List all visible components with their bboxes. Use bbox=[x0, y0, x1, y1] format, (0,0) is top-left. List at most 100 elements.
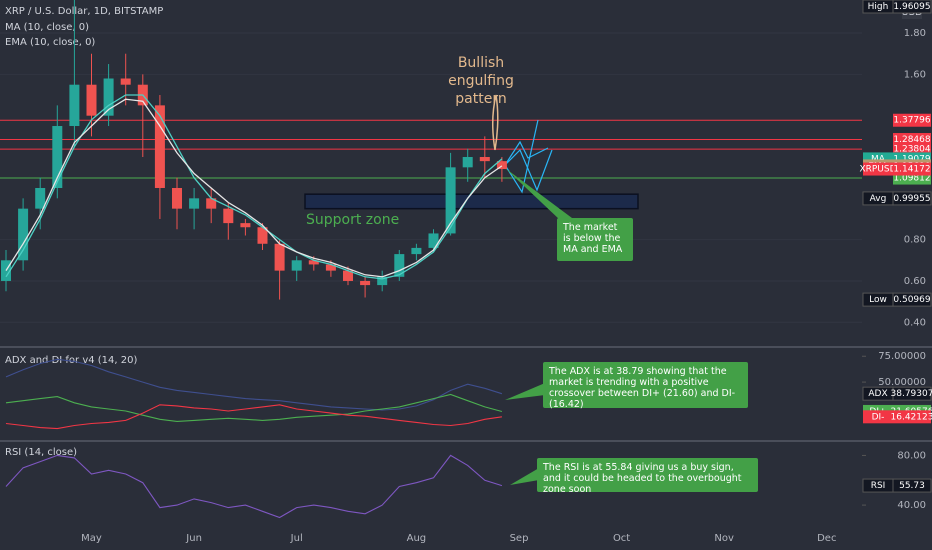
tag-value: 1.19079 bbox=[893, 154, 930, 164]
tag-value: 16.42123 bbox=[891, 412, 932, 422]
tag-value: 1.14172 bbox=[893, 165, 930, 175]
tag-name: DI- bbox=[872, 412, 885, 422]
annotation: Bullish engulfing pattern bbox=[448, 55, 514, 107]
series-line bbox=[5, 404, 502, 430]
pattern-marker bbox=[492, 94, 499, 151]
callout: The ADX is at 38.79 showing that the mar… bbox=[543, 362, 748, 410]
y-tick-label: 1.80 bbox=[904, 28, 926, 39]
series-line bbox=[5, 98, 503, 278]
tag-name: XRPUSD bbox=[859, 165, 896, 175]
x-tick-label: Jun bbox=[185, 533, 202, 544]
candle-body bbox=[172, 187, 182, 209]
tag-value: 55.73 bbox=[899, 481, 925, 491]
price-tag bbox=[893, 162, 931, 176]
tag-value: 1.28468 bbox=[893, 135, 930, 145]
candle-body bbox=[1, 260, 11, 281]
candle-body bbox=[360, 280, 371, 286]
candle-body bbox=[52, 126, 63, 188]
price-tag bbox=[892, 478, 932, 493]
tag-value: 0.50969 bbox=[893, 295, 930, 305]
y-tick-label: 0.80 bbox=[904, 235, 926, 246]
candle-body bbox=[462, 157, 473, 168]
callout-pointer bbox=[505, 383, 545, 400]
price-tag bbox=[893, 410, 931, 424]
legend-entry: EMA (10, close, 0) bbox=[5, 37, 95, 48]
candle-body bbox=[343, 270, 353, 281]
tag-name: Low bbox=[869, 295, 887, 305]
projection bbox=[504, 148, 553, 192]
candle-body bbox=[411, 247, 422, 255]
tag-name-box bbox=[863, 162, 893, 176]
candle-body bbox=[18, 208, 29, 261]
candle-body bbox=[257, 227, 268, 244]
tag-value: 1.23804 bbox=[893, 145, 930, 155]
series-line bbox=[5, 393, 503, 422]
candle-body bbox=[86, 84, 97, 116]
candle-body bbox=[445, 167, 456, 234]
tag-value: 1.37796 bbox=[893, 116, 930, 126]
candle-body bbox=[308, 260, 319, 265]
candle-body bbox=[69, 84, 80, 127]
candle-body bbox=[479, 157, 490, 162]
chart-title: XRP / U.S. Dollar, 1D, BITSTAMP bbox=[5, 6, 163, 17]
x-tick-label: Sep bbox=[510, 533, 529, 544]
callout: The market is below the MA and EMA bbox=[557, 218, 633, 261]
x-tick-label: May bbox=[81, 533, 102, 544]
callout-pointer bbox=[505, 168, 572, 220]
tag-value: 1.09812 bbox=[893, 174, 930, 184]
callout: The RSI is at 55.84 giving us a buy sign… bbox=[537, 458, 758, 495]
tag-name: RSI bbox=[871, 481, 886, 491]
candle-body bbox=[206, 198, 217, 209]
y-tick-label: 1.60 bbox=[904, 69, 926, 80]
series-line bbox=[5, 94, 503, 280]
candle-body bbox=[496, 161, 507, 170]
indicator-title: RSI (14, close) bbox=[5, 447, 77, 458]
series-line bbox=[5, 454, 503, 519]
candle-body bbox=[377, 276, 388, 286]
candle-body bbox=[291, 260, 302, 271]
candle-body bbox=[35, 187, 46, 209]
x-tick-label: Aug bbox=[407, 533, 427, 544]
price-tag bbox=[893, 142, 931, 156]
projection bbox=[504, 119, 539, 194]
tag-name: ADX bbox=[868, 389, 887, 399]
candle-body bbox=[189, 198, 200, 209]
y-tick-label: 0.40 bbox=[904, 317, 926, 328]
y-tick-label: 50.00000 bbox=[878, 377, 926, 388]
candle-body bbox=[120, 78, 131, 85]
y-tick-label: 0.60 bbox=[904, 276, 926, 287]
support-zone bbox=[304, 193, 639, 210]
x-tick-label: Oct bbox=[613, 533, 630, 544]
price-tag bbox=[892, 191, 932, 206]
legend-entry: MA (10, close, 0) bbox=[5, 22, 89, 33]
candle-body bbox=[223, 208, 234, 224]
zone-label: Support zone bbox=[306, 212, 400, 228]
tag-value: 38.79307 bbox=[891, 389, 932, 399]
y-tick-label: 40.00 bbox=[897, 500, 926, 511]
y-tick-label: 75.00000 bbox=[878, 351, 926, 362]
candle-body bbox=[103, 78, 114, 116]
tag-value: 1.96095 bbox=[893, 2, 930, 12]
y-tick-label: 80.00 bbox=[897, 450, 926, 461]
candle-body bbox=[428, 233, 439, 248]
tag-name: Avg bbox=[870, 194, 887, 204]
candle-body bbox=[394, 254, 405, 277]
price-tag bbox=[892, 0, 932, 14]
x-tick-label: Jul bbox=[290, 533, 303, 544]
series-line bbox=[5, 358, 503, 411]
tag-name-box bbox=[863, 410, 893, 424]
tag-name: High bbox=[868, 2, 889, 12]
candle-body bbox=[240, 223, 251, 228]
candle-body bbox=[274, 243, 285, 271]
callout-pointer bbox=[510, 468, 539, 485]
price-tag bbox=[893, 113, 931, 127]
candle-body bbox=[325, 264, 336, 271]
tag-name: MA bbox=[871, 154, 886, 164]
projection bbox=[504, 140, 549, 166]
price-tag bbox=[892, 386, 932, 401]
x-tick-label: Nov bbox=[714, 533, 734, 544]
candle-body bbox=[154, 105, 165, 188]
price-tag bbox=[892, 292, 932, 307]
